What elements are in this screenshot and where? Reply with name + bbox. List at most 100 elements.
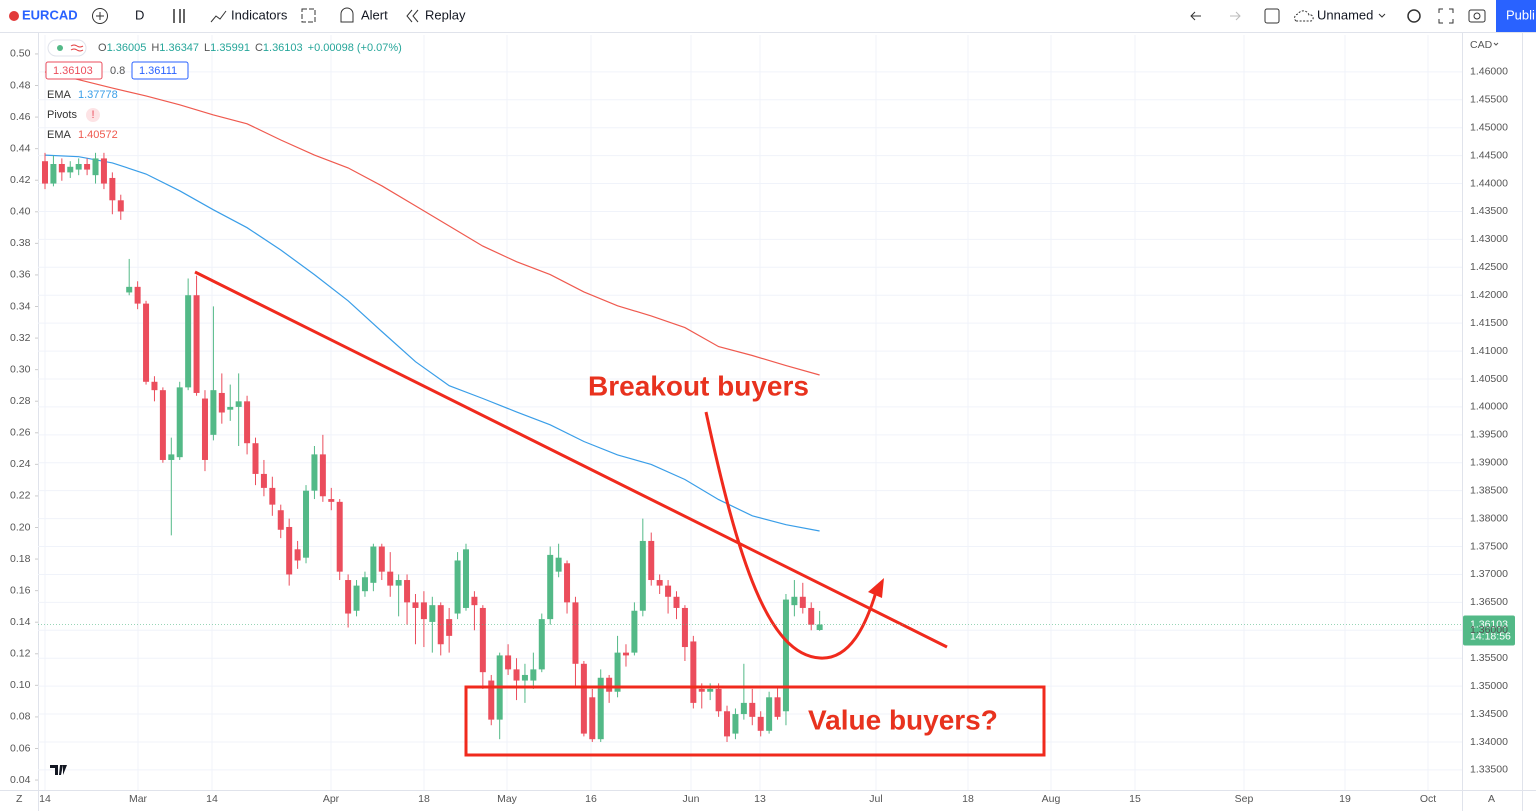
y-tick-label: 1.39000 <box>1470 457 1508 469</box>
layout-dropdown[interactable] <box>1378 13 1386 18</box>
candle-body <box>260 473 267 488</box>
y-tick-label: 1.44000 <box>1470 177 1508 189</box>
x-tick-label: 18 <box>418 793 430 805</box>
candle-body <box>185 295 192 388</box>
axis-corner-right[interactable]: A <box>1488 793 1495 805</box>
candle-body <box>370 546 377 583</box>
y2-tick-label: 0.16 <box>10 584 31 596</box>
currency-dropdown[interactable] <box>1493 42 1499 46</box>
chart-type-icon[interactable] <box>173 9 185 23</box>
y2-tick-label: 0.20 <box>10 521 31 533</box>
screenshot-icon[interactable] <box>1468 9 1486 23</box>
y2-tick-label: 0.28 <box>10 395 31 407</box>
candle-body <box>319 454 326 497</box>
y2-tick-label: 0.04 <box>10 774 31 786</box>
legend-toggle[interactable] <box>47 39 87 57</box>
layout-icon[interactable] <box>301 8 316 23</box>
y-tick-label: 1.35500 <box>1470 652 1508 664</box>
indicators-button[interactable]: Indicators <box>231 7 288 22</box>
y-tick-label: 1.41000 <box>1470 345 1508 357</box>
y-tick-label: 1.38000 <box>1470 512 1508 524</box>
spread: 0.8 <box>110 65 125 77</box>
x-tick-label: Jul <box>869 793 882 805</box>
layout-name[interactable]: Unnamed <box>1317 7 1373 22</box>
publish-button[interactable]: Publi <box>1506 7 1535 22</box>
undo-icon[interactable] <box>1190 11 1201 21</box>
candle-body <box>606 677 613 692</box>
annotation-value[interactable]: Value buyers? <box>808 704 998 735</box>
candle-body <box>159 390 166 460</box>
indicator-value: ! <box>91 109 94 121</box>
candle-body <box>378 546 385 572</box>
candle-body <box>816 624 823 631</box>
candle-body <box>58 163 65 173</box>
x-tick-label: 14 <box>39 793 51 805</box>
candle-body <box>622 652 629 656</box>
candle-body <box>100 158 107 184</box>
candle-body <box>799 596 806 608</box>
candle-body <box>404 580 411 603</box>
candle-body <box>75 163 82 170</box>
symbol-flag <box>9 11 19 21</box>
y-tick-label: 1.46000 <box>1470 66 1508 78</box>
symbol[interactable]: EURCAD <box>22 7 78 22</box>
candle-body <box>732 714 739 734</box>
candle-body <box>791 596 798 606</box>
annotation-breakout[interactable]: Breakout buyers <box>588 370 809 401</box>
candle-body <box>505 655 512 670</box>
redo-icon[interactable] <box>1230 11 1241 21</box>
candle-body <box>454 560 461 614</box>
value-zone-box[interactable] <box>464 685 1046 757</box>
candle-body <box>227 406 234 410</box>
alert-button[interactable]: Alert <box>361 7 388 22</box>
settings-icon[interactable] <box>1407 9 1421 23</box>
ohlc-key: O <box>98 42 107 54</box>
candle-body <box>67 166 74 173</box>
bid-box <box>45 61 103 80</box>
y2-tick-label: 0.48 <box>10 79 31 91</box>
candle-body <box>269 487 276 505</box>
candle-body <box>530 669 537 681</box>
candle-body <box>479 607 486 673</box>
bid: 1.36103 <box>53 65 93 77</box>
breakout-arrowhead <box>868 578 884 598</box>
y-tick-label: 1.41500 <box>1470 317 1508 329</box>
y2-tick-label: 0.40 <box>10 206 31 218</box>
x-tick-label: 19 <box>1339 793 1351 805</box>
currency-label[interactable]: CAD <box>1470 39 1493 51</box>
fullscreen-icon[interactable] <box>1438 8 1454 24</box>
candle-body <box>235 401 242 407</box>
candle-body <box>614 652 621 692</box>
trend-line[interactable] <box>194 270 948 649</box>
add-symbol-icon[interactable] <box>92 8 108 24</box>
add-symbol-plus <box>96 12 104 20</box>
candle-body <box>277 510 284 530</box>
y-tick-label: 1.34000 <box>1470 736 1508 748</box>
breakout-arrow[interactable] <box>704 411 878 660</box>
axis-corner-left[interactable]: Z <box>16 793 23 805</box>
x-tick-label: Apr <box>323 793 340 805</box>
y-tick-label: 1.35000 <box>1470 680 1508 692</box>
y2-tick-label: 0.10 <box>10 679 31 691</box>
candle-body <box>387 571 394 586</box>
y2-tick-label: 0.36 <box>10 269 31 281</box>
candle-body <box>547 554 554 620</box>
candle-body <box>336 501 343 572</box>
ask-box <box>131 61 189 80</box>
grid <box>38 35 1462 790</box>
candle-body <box>412 602 419 608</box>
ohlc-value: 1.36347 <box>159 42 199 54</box>
publish-button-bg[interactable] <box>1496 0 1536 32</box>
candle-body <box>808 607 815 625</box>
ohlc-key: H <box>151 42 159 54</box>
candle-body <box>631 610 638 653</box>
price-tag-countdown: 14:18:56 <box>1470 630 1511 642</box>
interval[interactable]: D <box>135 7 144 22</box>
price-tag-price: 1.36103 <box>1470 618 1508 630</box>
ohlc-value: 1.36005 <box>107 42 147 54</box>
replay-button[interactable]: Replay <box>425 7 466 22</box>
layout-toggle-icon[interactable] <box>1264 8 1280 24</box>
y2-tick-label: 0.32 <box>10 332 31 344</box>
y2-tick-label: 0.22 <box>10 490 31 502</box>
